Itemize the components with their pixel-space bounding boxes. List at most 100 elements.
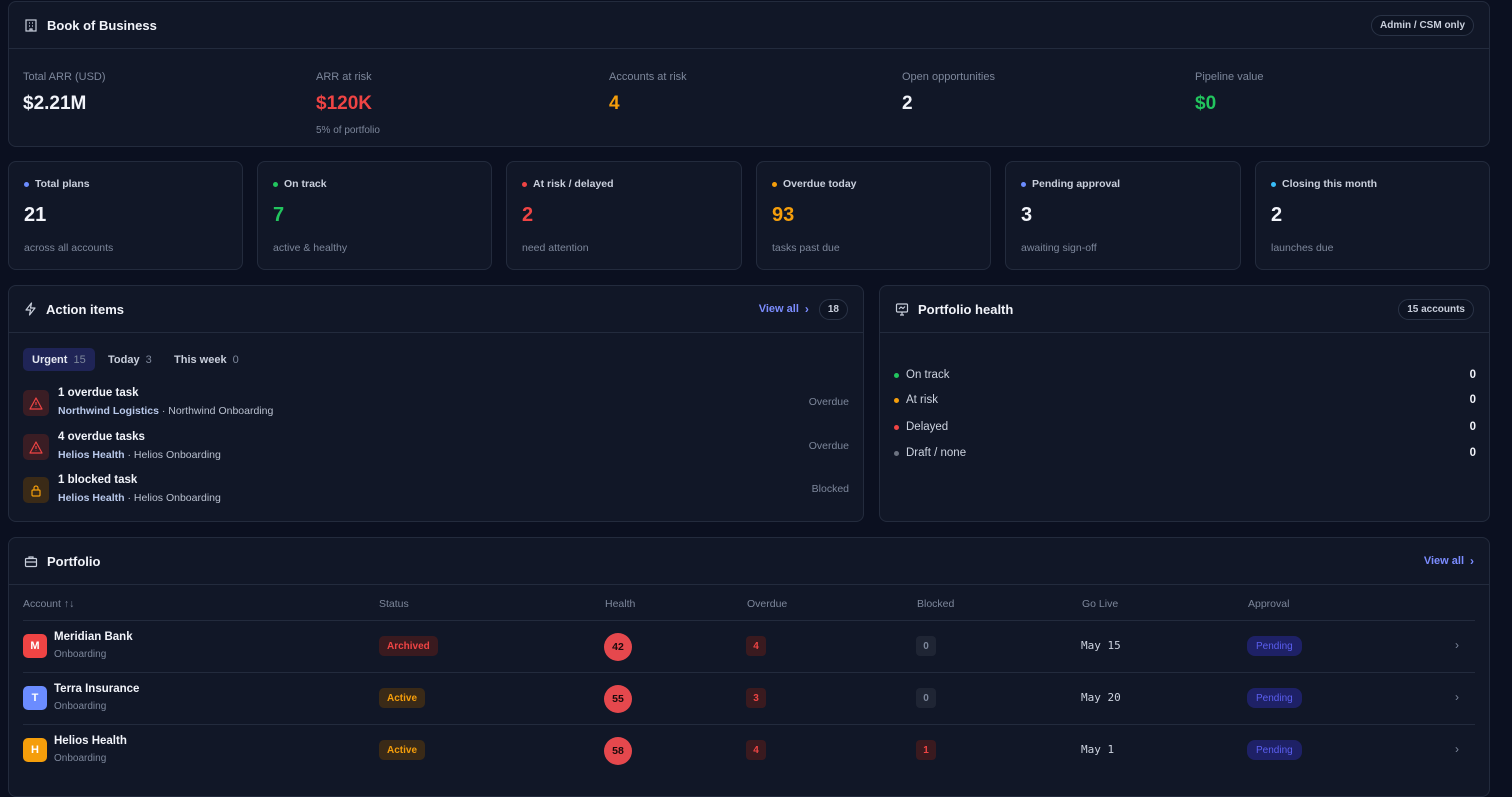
monitor-icon	[895, 302, 909, 316]
status-dot	[772, 181, 777, 187]
tab-urgent[interactable]: Urgent 15	[23, 348, 95, 371]
tab-label: This week	[174, 353, 227, 366]
overdue-count: 4	[746, 740, 766, 760]
avatar: H	[23, 738, 47, 762]
stat-label: At risk / delayed	[533, 178, 614, 190]
warning-icon	[23, 390, 49, 416]
tab-count: 15	[73, 353, 86, 366]
status-dot	[894, 450, 899, 456]
portfolio-health-panel: Portfolio health 15 accounts	[879, 285, 1490, 522]
action-item[interactable]: 1 blocked task Helios Health · Helios On…	[23, 474, 849, 508]
action-item-title: 4 overdue tasks	[58, 431, 145, 443]
blocked-count: 0	[916, 636, 936, 656]
go-live-date: May 15	[1081, 639, 1121, 652]
stat-card-pending-approval[interactable]: Pending approval 3 awaiting sign-off	[1005, 161, 1241, 270]
account-type: Onboarding	[54, 701, 107, 712]
plan-name: · Helios Onboarding	[124, 492, 221, 504]
portfolio-view-all-link[interactable]: View all ›	[1424, 554, 1474, 568]
kpi-total-arr: Total ARR (USD) $2.21M	[23, 71, 106, 115]
stat-value: 21	[24, 204, 47, 226]
portfolio-health-header: Portfolio health 15 accounts	[880, 286, 1489, 333]
tab-this-week[interactable]: This week 0	[165, 348, 248, 371]
stat-card-at-risk[interactable]: At risk / delayed 2 need attention	[506, 161, 742, 270]
kpi-accounts-at-risk: Accounts at risk 4	[609, 71, 687, 115]
status-badge: Active	[379, 740, 426, 760]
stat-label: Total plans	[35, 178, 90, 190]
stat-label: Pending approval	[1032, 178, 1121, 190]
kpi-value: $2.21M	[23, 93, 87, 114]
account-link[interactable]: Northwind Logistics	[58, 405, 159, 417]
status-dot	[273, 181, 278, 187]
table-row[interactable]: M Meridian Bank Onboarding Archived 42 4…	[23, 620, 1475, 673]
column-header-health: Health	[605, 598, 636, 610]
portfolio-health-title: Portfolio health	[918, 301, 1014, 317]
tab-count: 0	[232, 353, 239, 366]
stat-card-on-track[interactable]: On track 7 active & healthy	[257, 161, 492, 270]
blocked-count: 1	[916, 740, 936, 760]
warning-icon	[23, 434, 49, 460]
tab-count: 3	[145, 353, 152, 366]
avatar: M	[23, 634, 47, 658]
health-label: Delayed	[906, 421, 949, 433]
health-score: 42	[604, 633, 632, 661]
stat-card-total-plans[interactable]: Total plans 21 across all accounts	[8, 161, 243, 270]
account-link[interactable]: Helios Health	[58, 449, 125, 461]
action-items-panel: Action items View all › 18	[8, 285, 864, 522]
lock-icon	[23, 477, 49, 503]
kpi-open-opportunities: Open opportunities 2	[902, 71, 995, 115]
column-header-account[interactable]: Account ↑↓	[23, 598, 75, 610]
stat-label: Overdue today	[783, 178, 857, 190]
stat-value: 2	[522, 204, 534, 226]
go-live-date: May 1	[1081, 743, 1115, 756]
table-row[interactable]: H Helios Health Onboarding Active 58 4 1…	[23, 724, 1475, 777]
action-item[interactable]: 1 overdue task Northwind Logistics · Nor…	[23, 387, 849, 421]
accounts-count-badge: 15 accounts	[1398, 298, 1474, 320]
tab-label: Today	[108, 353, 140, 366]
stat-card-closing-this-month[interactable]: Closing this month 2 launches due	[1255, 161, 1490, 270]
chevron-right-icon[interactable]: ›	[1455, 690, 1459, 704]
stat-label: Closing this month	[1282, 178, 1378, 190]
account-link[interactable]: Helios Health	[58, 492, 125, 504]
chevron-right-icon[interactable]: ›	[1455, 638, 1459, 652]
column-header-go-live: Go Live	[1082, 598, 1119, 610]
stat-value: 93	[772, 204, 795, 226]
action-items-view-all-link[interactable]: View all ›	[759, 302, 809, 316]
book-header: Book of Business Admin / CSM only	[9, 2, 1489, 49]
chevron-right-icon[interactable]: ›	[1455, 742, 1459, 756]
kpi-arr-at-risk: ARR at risk $120K 5% of portfolio	[316, 71, 380, 136]
health-row-draft: Draft / none 0	[894, 447, 1476, 459]
view-all-label: View all	[1423, 555, 1464, 567]
action-item[interactable]: 4 overdue tasks Helios Health · Helios O…	[23, 431, 849, 465]
tab-today[interactable]: Today 3	[99, 348, 161, 371]
health-score: 55	[604, 685, 632, 713]
action-item-status: Blocked	[811, 483, 849, 495]
overdue-count: 3	[746, 688, 766, 708]
briefcase-icon	[24, 555, 38, 568]
stat-value: 7	[273, 204, 285, 226]
health-label: On track	[906, 369, 950, 381]
chevron-right-icon: ›	[804, 302, 809, 316]
chevron-right-icon: ›	[1470, 554, 1474, 568]
kpi-value: 4	[609, 93, 620, 114]
column-header-status: Status	[379, 598, 409, 610]
stat-sub: awaiting sign-off	[1021, 242, 1097, 254]
stat-value: 2	[1271, 204, 1283, 226]
column-header-approval: Approval	[1248, 598, 1290, 610]
table-row[interactable]: T Terra Insurance Onboarding Active 55 3…	[23, 672, 1475, 725]
plan-name: · Helios Onboarding	[124, 449, 221, 461]
kpi-label: Total ARR (USD)	[23, 71, 106, 83]
tab-label: Urgent	[32, 353, 68, 366]
status-badge: Archived	[379, 636, 438, 656]
action-items-title: Action items	[46, 301, 125, 317]
health-label: At risk	[906, 394, 938, 406]
health-row-delayed: Delayed 0	[894, 421, 1476, 433]
status-dot	[522, 181, 527, 187]
column-header-overdue: Overdue	[747, 598, 788, 610]
avatar: T	[23, 686, 47, 710]
action-item-status: Overdue	[808, 396, 849, 408]
account-name: Helios Health	[54, 735, 127, 747]
stat-card-overdue-today[interactable]: Overdue today 93 tasks past due	[756, 161, 991, 270]
go-live-date: May 20	[1081, 691, 1121, 704]
stat-sub: need attention	[522, 242, 589, 254]
book-of-business-panel: Book of Business Admin / CSM only	[8, 1, 1490, 147]
